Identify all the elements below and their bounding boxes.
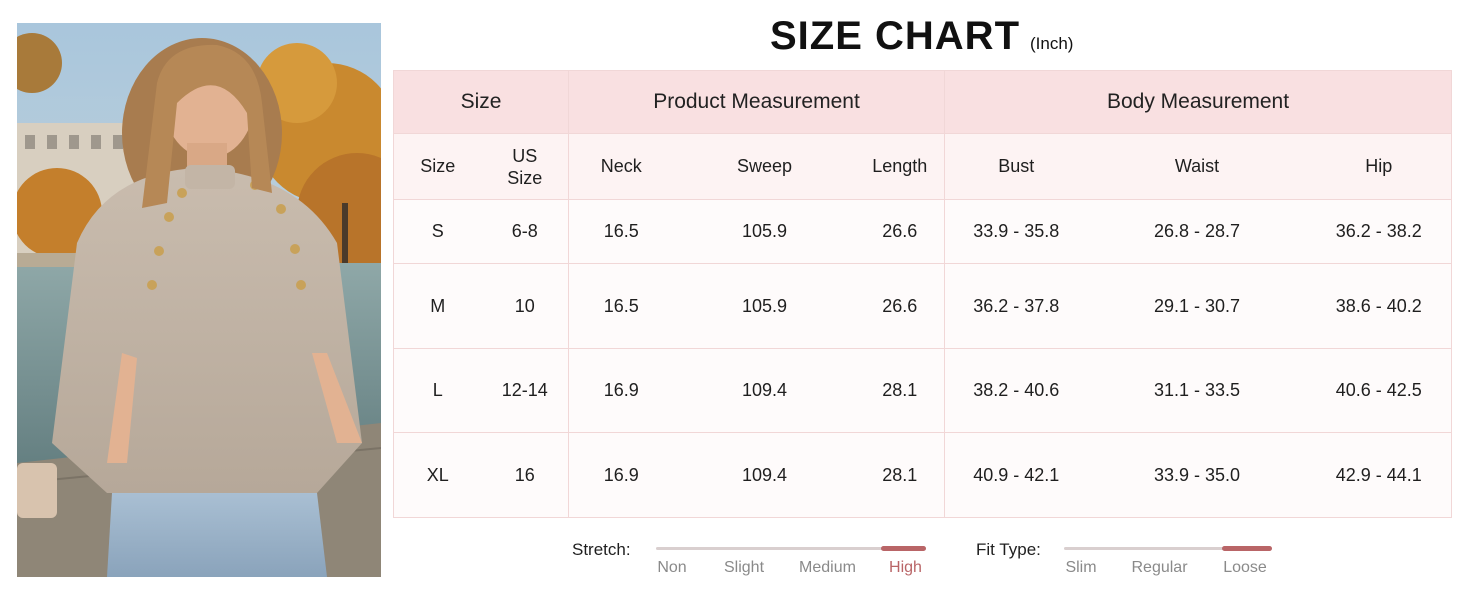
stretch-option-slight: Slight	[723, 559, 765, 576]
cell-us-size: 12-14	[481, 347, 570, 434]
cell-sweep: 105.9	[673, 263, 856, 349]
stretch-option-medium: Medium	[799, 559, 856, 576]
stretch-indicator	[881, 546, 926, 551]
cell-neck: 16.9	[568, 432, 674, 518]
title-unit: (Inch)	[1030, 34, 1074, 53]
cell-length: 26.6	[855, 263, 946, 349]
group-header-row: Size Product Measurement Body Measuremen…	[392, 69, 1453, 135]
cell-us-size: 6-8	[481, 198, 570, 265]
cell-neck: 16.9	[568, 347, 674, 434]
cell-waist: 26.8 - 28.7	[1087, 198, 1307, 265]
col-header-bust: Bust	[944, 133, 1088, 200]
cell-size: XL	[393, 432, 482, 518]
table-row: M 10 16.5 105.9 26.6 36.2 - 37.8 29.1 - …	[393, 263, 1453, 349]
group-product-header: Product Measurement	[568, 69, 946, 135]
col-header-sweep: Sweep	[673, 133, 856, 200]
stretch-label: Stretch:	[572, 540, 631, 559]
cell-sweep: 105.9	[673, 198, 856, 265]
cell-size: L	[393, 347, 482, 434]
title-text: SIZE CHART	[770, 14, 1020, 58]
col-header-size: Size	[393, 133, 482, 200]
col-header-hip: Hip	[1306, 133, 1453, 200]
cell-length: 28.1	[855, 432, 946, 518]
cell-bust: 36.2 - 37.8	[944, 263, 1088, 349]
group-size-header: Size	[392, 69, 570, 135]
col-header-us-size-line1: US	[512, 145, 538, 166]
cell-neck: 16.5	[568, 263, 674, 349]
cell-us-size: 16	[481, 432, 570, 518]
cell-waist: 31.1 - 33.5	[1087, 347, 1307, 434]
cell-hip: 40.6 - 42.5	[1306, 347, 1453, 434]
table-row: L 12-14 16.9 109.4 28.1 38.2 - 40.6 31.1…	[393, 347, 1453, 434]
fit-option-slim: Slim	[1065, 559, 1097, 576]
size-table: Size Product Measurement Body Measuremen…	[392, 69, 1453, 518]
table-row: XL 16 16.9 109.4 28.1 40.9 - 42.1 33.9 -…	[393, 432, 1453, 518]
cell-hip: 36.2 - 38.2	[1306, 198, 1453, 265]
cell-length: 28.1	[855, 347, 946, 434]
cell-neck: 16.5	[568, 198, 674, 265]
cell-waist: 33.9 - 35.0	[1087, 432, 1307, 518]
col-header-neck: Neck	[568, 133, 674, 200]
cell-bust: 38.2 - 40.6	[944, 347, 1088, 434]
size-chart-title: SIZE CHART (Inch)	[770, 14, 1073, 62]
table-row: S 6-8 16.5 105.9 26.6 33.9 - 35.8 26.8 -…	[393, 198, 1453, 265]
cell-bust: 40.9 - 42.1	[944, 432, 1088, 518]
group-body-header: Body Measurement	[944, 69, 1453, 135]
product-photo	[17, 23, 381, 577]
cell-sweep: 109.4	[673, 347, 856, 434]
stretch-track	[656, 547, 926, 550]
cell-sweep: 109.4	[673, 432, 856, 518]
cell-size: M	[393, 263, 482, 349]
cell-us-size: 10	[481, 263, 570, 349]
cell-hip: 38.6 - 40.2	[1306, 263, 1453, 349]
col-header-us-size-line2: Size	[507, 167, 543, 188]
fit-type-indicator	[1222, 546, 1272, 551]
fit-type-label: Fit Type:	[976, 540, 1041, 559]
cell-bust: 33.9 - 35.8	[944, 198, 1088, 265]
cell-length: 26.6	[855, 198, 946, 265]
sub-header-row: Size US Size Neck Sweep Length Bust Waist…	[393, 133, 1453, 200]
col-header-waist: Waist	[1087, 133, 1307, 200]
fit-type-track	[1064, 547, 1272, 550]
cell-waist: 29.1 - 30.7	[1087, 263, 1307, 349]
fit-option-regular: Regular	[1131, 559, 1188, 576]
stretch-option-high: High	[889, 559, 922, 576]
col-header-length: Length	[855, 133, 946, 200]
col-header-us-size: US Size	[481, 133, 570, 200]
stretch-option-non: Non	[657, 559, 687, 576]
cell-size: S	[393, 198, 482, 265]
cell-hip: 42.9 - 44.1	[1306, 432, 1453, 518]
fit-option-loose: Loose	[1223, 559, 1267, 576]
